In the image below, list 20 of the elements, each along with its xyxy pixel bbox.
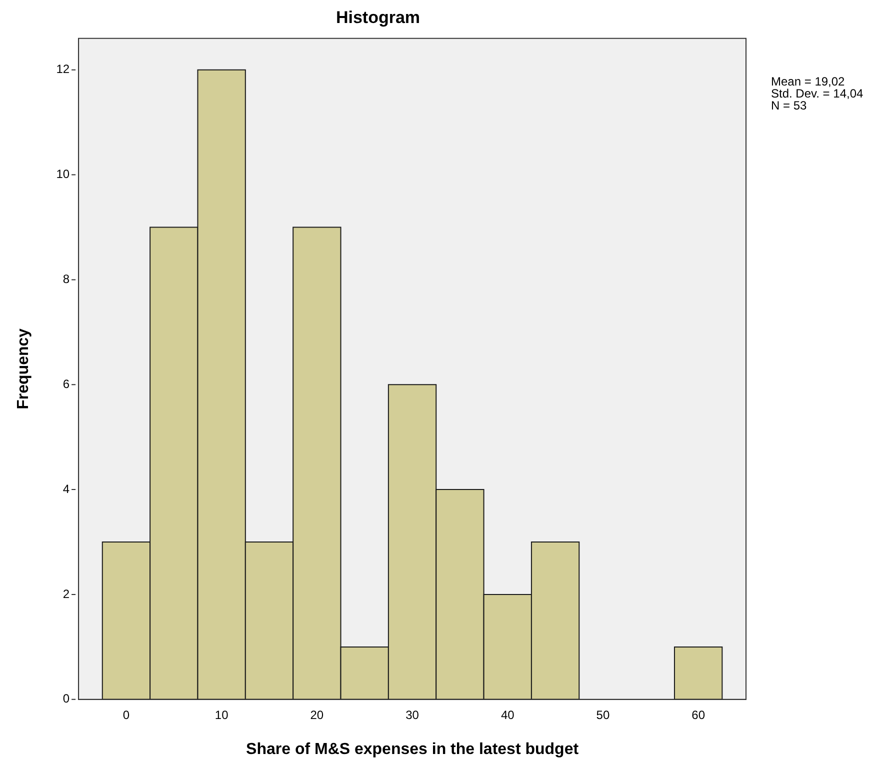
x-tick-label: 40	[500, 708, 515, 722]
y-tick-label: 2	[62, 586, 70, 601]
x-tick-label: 50	[596, 708, 610, 722]
y-tick-label: 10	[56, 167, 70, 182]
y-axis-title: Frequency	[15, 328, 32, 410]
text: N = 53	[771, 98, 808, 113]
y-tick-label: 8	[62, 272, 70, 286]
x-tick-label: 60	[692, 708, 706, 722]
y-tick-label: 12	[56, 62, 70, 76]
x-axis-title: Share of M&S expenses in the latest budget	[246, 740, 580, 758]
y-tick-label: 4	[62, 482, 70, 496]
x-tick-label: 20	[310, 708, 324, 722]
text: Mean = 19,02	[771, 74, 846, 89]
y-tick-label: 0	[62, 692, 70, 706]
x-tick-label: 10	[214, 708, 229, 722]
chart-title: Histogram	[336, 8, 420, 27]
x-tick-label: 30	[406, 708, 420, 722]
text: Std. Dev. = 14,04	[771, 86, 864, 101]
x-tick-label: 0	[122, 708, 130, 722]
y-tick-label: 6	[62, 376, 70, 391]
